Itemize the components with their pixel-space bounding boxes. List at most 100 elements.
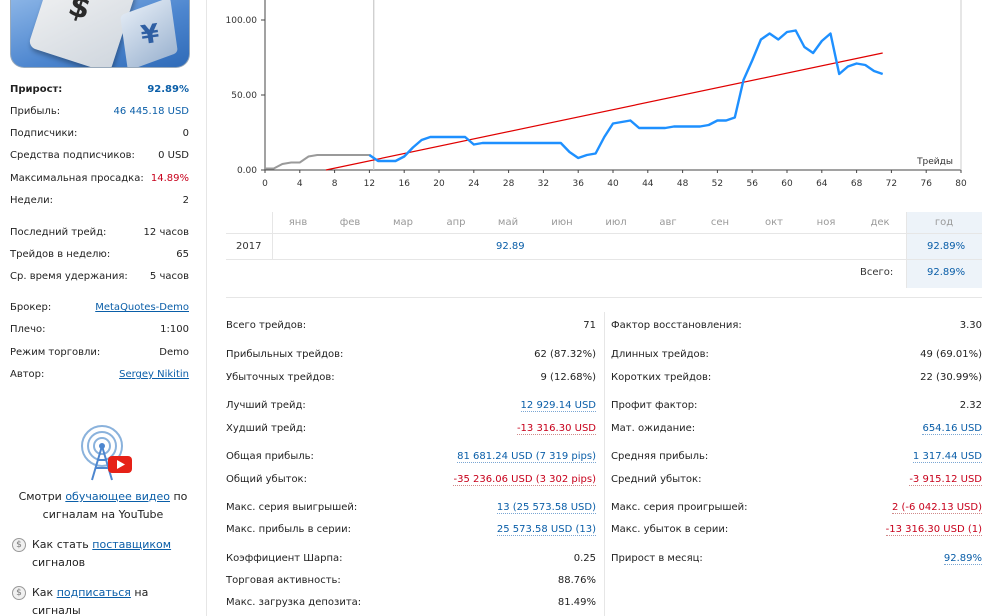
- x-tick-label: 36: [572, 179, 584, 189]
- month-header: июн: [551, 217, 573, 228]
- stat-value: 49 (69.01%): [920, 349, 982, 360]
- x-tick-label: 0: [262, 179, 268, 189]
- sidebar-stat-row: Прибыль: 46 445.18 USD: [10, 106, 189, 122]
- stat-label: Прибыль:: [10, 106, 61, 117]
- stat-value: 654.16 USD: [922, 423, 982, 435]
- stat-label: Худший трейд:: [226, 423, 307, 434]
- stat-link[interactable]: MetaQuotes-Demo: [95, 302, 189, 313]
- stat-row: Прирост в месяц: 92.89%: [611, 553, 982, 569]
- stat-value: 46 445.18 USD: [113, 106, 189, 117]
- become-provider-link[interactable]: поставщиком: [92, 538, 172, 551]
- x-tick-label: 52: [712, 179, 723, 189]
- table-row: 2017 92.89 92.89%: [226, 234, 982, 260]
- stat-value: -13 316.30 USD (1): [885, 524, 982, 536]
- youtube-signal-icon[interactable]: [78, 424, 134, 482]
- stat-value: -3 915.12 USD: [909, 474, 982, 486]
- stat-label: Макс. серия выигрышей:: [226, 502, 358, 513]
- sidebar-stat-row: Трейдов в неделю: 65: [10, 249, 189, 265]
- stat-row: Средний убыток: -3 915.12 USD: [611, 474, 982, 490]
- stat-value: 2: [182, 195, 189, 206]
- tutorial-video-link[interactable]: обучающее видео: [65, 490, 170, 503]
- stat-link[interactable]: Sergey Nikitin: [119, 369, 189, 380]
- stat-value: 9 (12.68%): [540, 372, 596, 383]
- stat-row: Фактор восстановления: 3.30: [611, 320, 982, 336]
- subscribe-link[interactable]: подписаться: [56, 586, 131, 599]
- month-header: сен: [710, 217, 730, 228]
- stat-label: Прирост в месяц:: [611, 553, 703, 564]
- stat-value: Demo: [159, 347, 189, 358]
- sidebar-stat-row: Подписчики: 0: [10, 128, 189, 144]
- sidebar-stat-row: Режим торговли: Demo: [10, 347, 189, 363]
- stat-row: Торговая активность: 88.76%: [226, 575, 596, 591]
- months-header: янв фев мар апр май июн июл авг сен окт ноя дек год: [226, 212, 982, 234]
- stat-row: Общий убыток: -35 236.06 USD (3 302 pips): [226, 474, 596, 490]
- sidebar-stat-row: Недели: 2: [10, 195, 189, 211]
- x-tick-label: 64: [816, 179, 828, 189]
- stat-value: 92.89%: [147, 84, 189, 95]
- stat-label: Средства подписчиков:: [10, 150, 135, 161]
- y-tick-label: 100.00: [226, 16, 258, 26]
- stat-label: Последний трейд:: [10, 227, 107, 238]
- sidebar-stat-row: Последний трейд: 12 часов: [10, 227, 189, 243]
- month-header: мар: [392, 217, 414, 228]
- coin-icon: $: [12, 586, 26, 600]
- x-tick-label: 48: [677, 179, 689, 189]
- stat-label: Общая прибыль:: [226, 451, 314, 462]
- stat-row: Макс. прибыль в серии: 25 573.58 USD (13): [226, 524, 596, 540]
- month-header: фев: [339, 217, 361, 228]
- x-tick-label: 32: [538, 179, 549, 189]
- stat-label: Макс. серия проигрышей:: [611, 502, 748, 513]
- stat-label: Макс. убыток в серии:: [611, 524, 729, 535]
- stat-value: 0: [182, 128, 189, 139]
- total-value: 92.89%: [927, 267, 966, 278]
- x-tick-label: 12: [364, 179, 375, 189]
- stat-value: 0 USD: [158, 150, 189, 161]
- stat-value: 81 681.24 USD (7 319 pips): [457, 451, 596, 463]
- stat-value: 62 (87.32%): [534, 349, 596, 360]
- stat-value: 5 часов: [149, 271, 189, 282]
- stat-label: Режим торговли:: [10, 347, 101, 358]
- stat-row: Лучший трейд: 12 929.14 USD: [226, 400, 596, 416]
- sidebar-stat-row: Средства подписчиков: 0 USD: [10, 150, 189, 166]
- stat-label: Средняя прибыль:: [611, 451, 709, 462]
- stat-row: Общая прибыль: 81 681.24 USD (7 319 pips): [226, 451, 596, 467]
- month-header: год: [934, 217, 954, 228]
- youtube-promo: Смотри обучающее видео по сигналам на Yo…: [18, 490, 188, 521]
- month-header: окт: [765, 217, 783, 228]
- year-total: 92.89%: [927, 241, 966, 252]
- stat-label: Лучший трейд:: [226, 400, 306, 411]
- year-column: [906, 212, 982, 288]
- x-tick-label: 28: [503, 179, 515, 189]
- stat-value: 2.32: [959, 400, 982, 411]
- x-tick-label: 40: [607, 179, 619, 189]
- sidebar-stat-row: Ср. время удержания: 5 часов: [10, 271, 189, 287]
- stat-value: 1 317.44 USD: [912, 451, 982, 463]
- x-tick-label: 44: [642, 179, 654, 189]
- stat-label: Мат. ожидание:: [611, 423, 696, 434]
- stat-row: Коэффициент Шарпа: 0.25: [226, 553, 596, 569]
- y-tick-label: 50.00: [231, 91, 257, 101]
- stat-label: Недели:: [10, 195, 53, 206]
- stat-row: Макс. серия выигрышей: 13 (25 573.58 USD): [226, 502, 596, 518]
- equity-line-history: [265, 154, 379, 170]
- x-tick-label: 16: [398, 179, 410, 189]
- x-tick-label: 20: [433, 179, 445, 189]
- sidebar-stat-row: Брокер: MetaQuotes-Demo: [10, 302, 189, 318]
- stat-label: Максимальная просадка:: [10, 173, 144, 184]
- stat-value: 0.25: [573, 553, 596, 564]
- stat-row: Убыточных трейдов: 9 (12.68%): [226, 372, 596, 388]
- stat-label: Прирост:: [10, 84, 63, 95]
- signal-avatar: $ ¥: [10, 0, 190, 68]
- stat-label: Длинных трейдов:: [611, 349, 709, 360]
- stat-row: Худший трейд: -13 316.30 USD: [226, 423, 596, 439]
- stat-label: Профит фактор:: [611, 400, 698, 411]
- stat-value: 12 часов: [143, 227, 189, 238]
- x-tick-label: 56: [746, 179, 758, 189]
- stat-row: Макс. загрузка депозита: 81.49%: [226, 597, 596, 613]
- stat-label: Торговая активность:: [226, 575, 341, 586]
- x-tick-label: 72: [886, 179, 897, 189]
- total-label: Всего:: [860, 267, 894, 278]
- stat-value: 25 573.58 USD (13): [496, 524, 596, 536]
- sidebar-stat-row: Максимальная просадка: 14.89%: [10, 173, 189, 189]
- x-tick-label: 8: [332, 179, 338, 189]
